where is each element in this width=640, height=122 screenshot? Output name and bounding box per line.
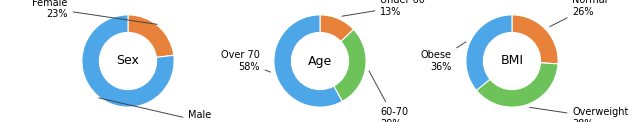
Text: Sex: Sex (116, 55, 140, 67)
Wedge shape (466, 15, 512, 90)
Text: Male
77%: Male 77% (99, 98, 212, 122)
Text: Under 60
13%: Under 60 13% (342, 0, 425, 17)
Wedge shape (334, 29, 366, 101)
Text: BMI: BMI (500, 55, 524, 67)
Wedge shape (128, 15, 173, 57)
Wedge shape (512, 15, 558, 64)
Text: Over 70
58%: Over 70 58% (221, 50, 271, 72)
Wedge shape (476, 63, 558, 107)
Wedge shape (320, 15, 354, 41)
Text: Overweight
38%: Overweight 38% (530, 107, 628, 122)
Wedge shape (274, 15, 342, 107)
Text: Obese
36%: Obese 36% (420, 42, 466, 72)
Text: 60-70
29%: 60-70 29% (369, 71, 408, 122)
Text: Female
23%: Female 23% (32, 0, 157, 24)
Wedge shape (82, 15, 174, 107)
Text: Normal
26%: Normal 26% (550, 0, 608, 27)
Text: Age: Age (308, 55, 332, 67)
